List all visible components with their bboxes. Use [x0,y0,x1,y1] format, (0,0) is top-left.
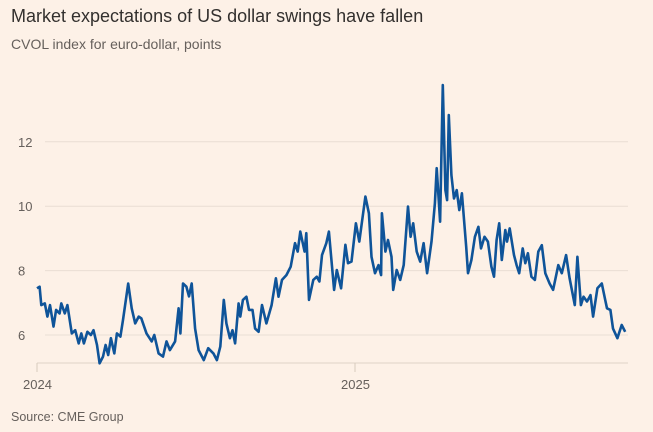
chart-title: Market expectations of US dollar swings … [11,6,424,26]
chart-subtitle: CVOL index for euro-dollar, points [11,36,222,52]
x-axis: 2024 2025 [23,362,628,392]
series-line-cvol [36,83,627,365]
y-tick-label: 12 [18,135,32,150]
y-tick-label: 8 [18,264,25,279]
y-tick-label: 6 [18,328,25,343]
x-tick-label: 2024 [23,377,52,392]
source-note: Source: CME Group [11,410,124,424]
y-tick-label: 10 [18,199,32,214]
y-axis: 6 8 10 12 [18,135,32,343]
x-tick-label: 2025 [341,377,370,392]
